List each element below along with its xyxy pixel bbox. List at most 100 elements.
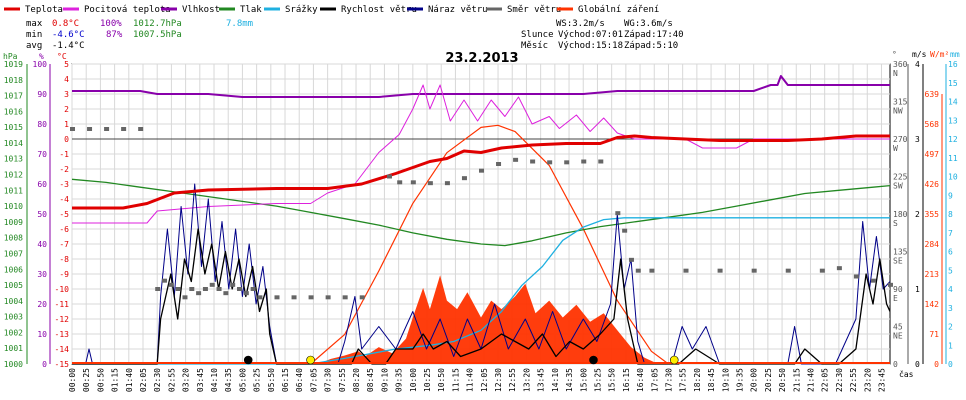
y-tick-rain: 12 [948, 135, 958, 144]
unit-deg-dir: ° [892, 50, 897, 59]
x-tick-label: 17:55 [679, 368, 688, 392]
wind-dir-point [291, 295, 297, 300]
y-tick-wind-dir-name: SE [893, 257, 903, 266]
x-tick-label: 07:05 [309, 368, 318, 392]
y-tick-wind-ms: 4 [915, 60, 920, 69]
x-tick-label: 22:30 [835, 368, 844, 392]
wind-dir-point [70, 127, 75, 131]
wind-dir-point [325, 295, 331, 300]
wind-dir-point [162, 278, 168, 283]
x-tick-label: 06:40 [295, 368, 304, 392]
sunset-marker [669, 355, 679, 365]
legend-label: Teplota [25, 5, 63, 15]
moonset-marker [243, 355, 253, 365]
x-tick-label: 13:45 [537, 368, 546, 392]
wg-value: WG:3.6m/s [624, 19, 673, 29]
y-tick-pressure_hpa: 1008 [4, 234, 23, 243]
y-tick-temperature_c: -5 [59, 210, 69, 219]
x-tick-label: 21:15 [792, 368, 801, 392]
y-tick-rain: 10 [948, 173, 958, 182]
x-tick-label: 16:15 [622, 368, 631, 392]
y-tick-pressure_hpa: 1011 [4, 186, 23, 195]
y-tick-wind-dir: 45 [893, 323, 903, 332]
stat-max-temp: 0.8°C [52, 19, 79, 29]
y-tick-temperature_c: 2 [64, 105, 69, 114]
wind-dir-point [257, 295, 263, 300]
unit-time: čas [899, 369, 914, 379]
wind-dir-point [513, 157, 519, 162]
y-tick-pressure_hpa: 1018 [4, 76, 23, 85]
y-tick-wind-dir: 225 [893, 173, 908, 182]
x-tick-label: 23:20 [863, 368, 872, 392]
x-tick-label: 09:10 [380, 368, 389, 392]
wind-dir-point [785, 268, 791, 273]
wind-dir-point [615, 211, 621, 216]
y-tick-wind-dir: 0 [893, 360, 898, 369]
wind-dir-point [386, 174, 392, 179]
x-tick-label: 14:10 [551, 368, 560, 392]
stat-avg-temp: -1.4°C [52, 41, 85, 51]
y-tick-rain: 7 [948, 229, 953, 238]
wind-dir-point [870, 278, 876, 283]
y-tick-pressure_hpa: 1001 [4, 344, 23, 353]
y-tick-wind-dir: 90 [893, 285, 903, 294]
y-tick-radiation: 142 [925, 300, 940, 309]
y-tick-pressure_hpa: 1005 [4, 281, 23, 290]
x-tick-label: 15:50 [608, 368, 617, 392]
wind-dir-point [635, 268, 641, 273]
y-tick-humidity_pct: 0 [42, 360, 47, 369]
wind-dir-point [410, 180, 416, 185]
unit-hpa: hPa [3, 52, 18, 61]
x-tick-label: 00:50 [96, 368, 105, 392]
x-tick-label: 02:05 [139, 368, 148, 392]
x-tick-label: 21:40 [806, 368, 815, 392]
y-tick-rain: 0 [948, 360, 953, 369]
legend-label: Rychlost větru [341, 5, 417, 15]
x-tick-label: 02:30 [153, 368, 162, 392]
x-tick-label: 20:00 [750, 368, 759, 392]
y-tick-radiation: 426 [925, 180, 940, 189]
y-tick-temperature_c: -9 [59, 270, 69, 279]
x-tick-label: 01:40 [125, 368, 134, 392]
moonrise-marker [589, 355, 598, 365]
sunrise-marker [306, 355, 315, 365]
stat-max-label: max [26, 19, 43, 29]
y-tick-temperature_c: -12 [55, 315, 70, 324]
wind-dir-point [683, 268, 689, 273]
y-tick-temperature_c: 3 [64, 90, 69, 99]
legend-label: Globální záření [578, 5, 659, 15]
stat-max-press: 1012.7hPa [133, 19, 182, 29]
wind-dir-point [87, 127, 93, 131]
stats-block: max 0.8°C 100% 1012.7hPa 7.8mm min -4.6°… [26, 19, 253, 51]
wind-dir-point [479, 168, 484, 173]
series-line [310, 124, 669, 365]
y-tick-wind-dir: 135 [893, 248, 908, 257]
x-tick-label: 05:50 [267, 368, 276, 392]
y-tick-humidity_pct: 80 [37, 120, 47, 129]
y-tick-humidity_pct: 50 [37, 210, 47, 219]
radiation-area [317, 275, 659, 364]
wind-dir-point [564, 160, 570, 165]
y-tick-radiation: 213 [925, 270, 940, 279]
wind-dir-point [598, 159, 604, 164]
y-tick-pressure_hpa: 1000 [4, 360, 23, 369]
y-tick-rain: 11 [948, 154, 958, 163]
y-tick-pressure_hpa: 1017 [4, 92, 23, 101]
legend-label: Vlhkost [182, 5, 220, 15]
legend: Teplota Pocitová teplota Vlhkost Tlak Srážky… [4, 5, 659, 15]
stat-min-hum: 87% [106, 30, 123, 40]
wind-dir-point [243, 291, 249, 296]
wind-dir-point [223, 291, 229, 296]
wind-dir-point [250, 287, 256, 291]
wind-dir-point [836, 266, 842, 271]
y-tick-humidity_pct: 100 [33, 60, 48, 69]
wind-dir-point [751, 268, 757, 273]
wind-dir-point [121, 127, 127, 131]
y-tick-wind-dir-name: NE [893, 332, 903, 341]
y-tick-humidity_pct: 40 [37, 240, 47, 249]
y-tick-temperature_c: -15 [55, 360, 70, 369]
y-tick-humidity_pct: 20 [37, 300, 47, 309]
x-tick-label: 20:50 [778, 368, 787, 392]
wind-dir-point [444, 181, 450, 186]
wind-dir-point [216, 287, 222, 291]
